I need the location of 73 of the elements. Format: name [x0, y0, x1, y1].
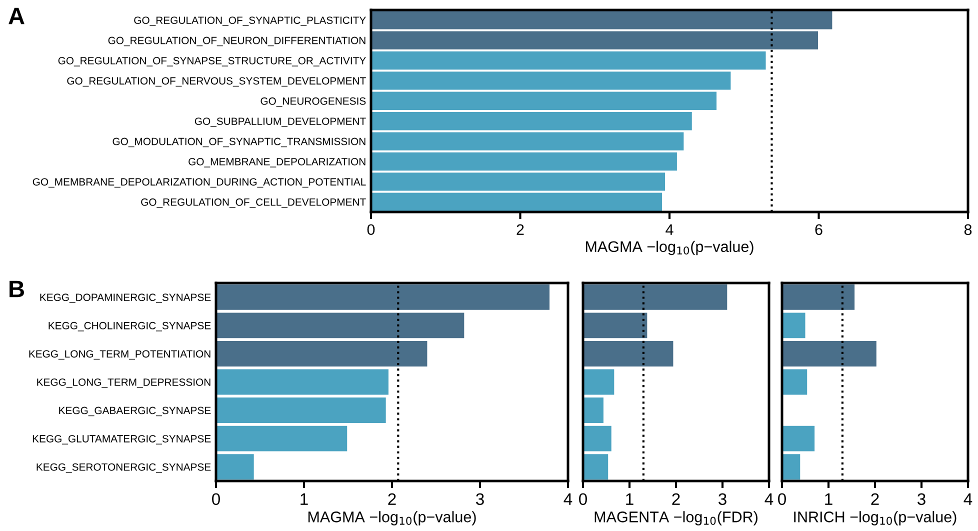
bar — [371, 51, 766, 70]
text: B — [10, 280, 24, 298]
x-tick-label: 0 — [778, 493, 786, 506]
bar — [216, 369, 388, 395]
x-tick-label: 8 — [964, 224, 972, 236]
x-tick-label: 0 — [212, 493, 220, 506]
y-tick-label: KEGG_SEROTONERGIC_SYNAPSE — [36, 463, 211, 473]
bar — [782, 340, 876, 366]
x-tick-label: 4 — [764, 493, 774, 505]
x-tick-label: 3 — [718, 493, 726, 506]
bar — [216, 312, 464, 338]
bar — [216, 454, 254, 480]
y-tick-label: KEGG_GLUTAMATERGIC_SYNAPSE — [32, 435, 211, 444]
bar — [583, 369, 614, 395]
bar — [583, 454, 608, 480]
y-tick-label: GO_REGULATION_OF_SYNAPSE_STRUCTURE_OR_ACTIVITY — [58, 57, 366, 66]
bar — [216, 398, 386, 424]
bar — [782, 284, 855, 310]
x-tick-label: 1 — [626, 493, 634, 505]
y-tick-label: GO_MODULATION_OF_SYNAPTIC_TRANSMISSION — [112, 138, 366, 148]
y-tick-label: GO_SUBPALLIUM_DEVELOPMENT — [194, 118, 366, 127]
y-tick-label: GO_REGULATION_OF_SYNAPTIC_PLASTICITY — [134, 16, 366, 26]
bar — [583, 312, 648, 338]
bar — [782, 312, 806, 338]
bar — [371, 92, 717, 110]
x-tick-label: 0 — [579, 493, 587, 506]
y-tick-label: KEGG_GABAERGIC_SYNAPSE — [59, 406, 211, 416]
bar — [583, 398, 604, 424]
x-tick-label: 4 — [564, 493, 572, 505]
x-tick-label: 0 — [367, 224, 375, 236]
x-tick-label: 2 — [672, 493, 680, 505]
x-axis-title: MAGMA −log$_{10}$(p−value) — [586, 240, 754, 256]
x-tick-label: 2 — [388, 493, 396, 505]
bar — [583, 284, 728, 310]
y-tick-label: GO_REGULATION_OF_NERVOUS_SYSTEM_DEVELOPMENT — [67, 77, 366, 87]
x-tick-label: 2 — [516, 224, 524, 235]
bar — [371, 11, 832, 30]
x-tick-label: 6 — [815, 224, 822, 236]
bar — [216, 340, 428, 366]
y-tick-label: GO_MEMBRANE_DEPOLARIZATION — [188, 158, 366, 168]
bar — [371, 112, 692, 130]
x-tick-label: 4 — [666, 224, 674, 235]
bar — [371, 72, 731, 90]
y-tick-label: GO_REGULATION_OF_CELL_DEVELOPMENT — [141, 198, 366, 208]
x-tick-label: 2 — [871, 493, 879, 505]
x-tick-label: 3 — [918, 493, 926, 506]
y-tick-label: GO_REGULATION_OF_NEURON_DIFFERENTIATION — [108, 36, 366, 46]
bar — [782, 454, 800, 480]
y-tick-label: KEGG_LONG_TERM_POTENTIATION — [29, 350, 210, 360]
bar — [782, 426, 815, 452]
x-axis-title: INRICH −log$_{10}$(p−value) — [794, 511, 956, 526]
bar — [216, 426, 348, 452]
x-tick-label: 3 — [476, 493, 484, 506]
x-tick-label: 1 — [825, 493, 832, 505]
bar — [371, 31, 818, 50]
x-axis-title: MAGMA −log$_{10}$(p−value) — [308, 511, 476, 526]
x-axis-title: MAGENTA −log$_{10}$(FDR) — [594, 511, 758, 526]
x-tick-label: 4 — [964, 493, 972, 505]
y-tick-label: KEGG_DOPAMINERGIC_SYNAPSE — [40, 294, 211, 303]
bar — [782, 369, 808, 395]
y-tick-label: GO_NEUROGENESIS — [260, 97, 366, 107]
bar — [583, 426, 612, 452]
bar — [583, 340, 674, 366]
bar — [371, 192, 662, 211]
bar — [371, 152, 677, 171]
x-tick-label: 1 — [300, 493, 308, 505]
y-tick-label: KEGG_LONG_TERM_DEPRESSION — [37, 378, 210, 388]
y-tick-label: KEGG_CHOLINERGIC_SYNAPSE — [48, 322, 211, 332]
bar — [371, 132, 684, 150]
bar — [371, 172, 666, 191]
y-tick-label: GO_MEMBRANE_DEPOLARIZATION_DURING_ACTION_POTENTIAL — [32, 178, 366, 188]
bar — [216, 284, 550, 310]
text: A — [8, 8, 24, 24]
